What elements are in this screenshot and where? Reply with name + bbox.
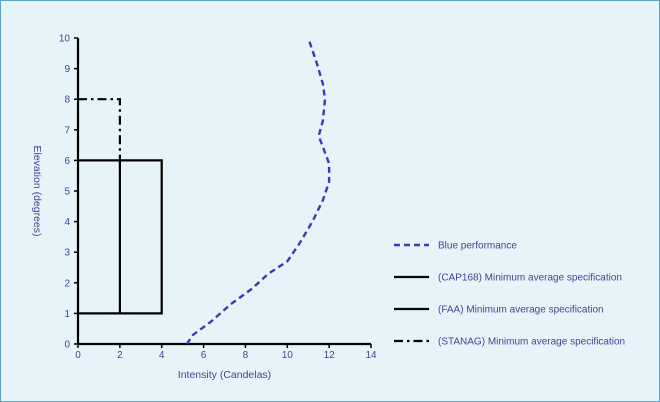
y-tick-label: 0: [64, 340, 70, 351]
y-tick-label: 4: [64, 217, 70, 228]
x-tick-label: 10: [282, 350, 294, 361]
y-tick-label: 8: [64, 95, 70, 106]
series-line-1: [185, 37, 331, 345]
y-tick-label: 1: [64, 309, 70, 320]
y-axis-title: Elevation (degrees): [31, 145, 43, 236]
x-tick-label: 14: [365, 350, 377, 361]
x-tick-label: 0: [75, 350, 81, 361]
series-line-4: [78, 98, 122, 161]
series-layer: [78, 37, 331, 345]
x-axis-title: Intensity (Candelas): [178, 369, 271, 381]
legend-label: (FAA) Minimum average specification: [438, 305, 604, 316]
legend-label: (CAP168) Minimum average specification: [438, 273, 622, 284]
x-tick-label: 6: [201, 350, 207, 361]
y-tick-label: 10: [59, 34, 71, 45]
y-tick-label: 7: [64, 125, 70, 136]
x-tick-label: 12: [324, 350, 336, 361]
y-tick-label: 2: [64, 278, 70, 289]
x-tick-label: 2: [117, 350, 123, 361]
y-tick-label: 9: [64, 64, 70, 75]
legend-label: (STANAG) Minimum average specification: [438, 337, 625, 348]
legend: Blue performance (CAP168) Minimum average…: [394, 241, 625, 348]
y-tick-label: 6: [64, 156, 70, 167]
x-tick-label: 8: [243, 350, 249, 361]
legend-label: Blue performance: [438, 241, 517, 252]
y-tick-label: 3: [64, 248, 70, 259]
y-tick-label: 5: [64, 187, 70, 198]
x-tick-label: 4: [159, 350, 165, 361]
